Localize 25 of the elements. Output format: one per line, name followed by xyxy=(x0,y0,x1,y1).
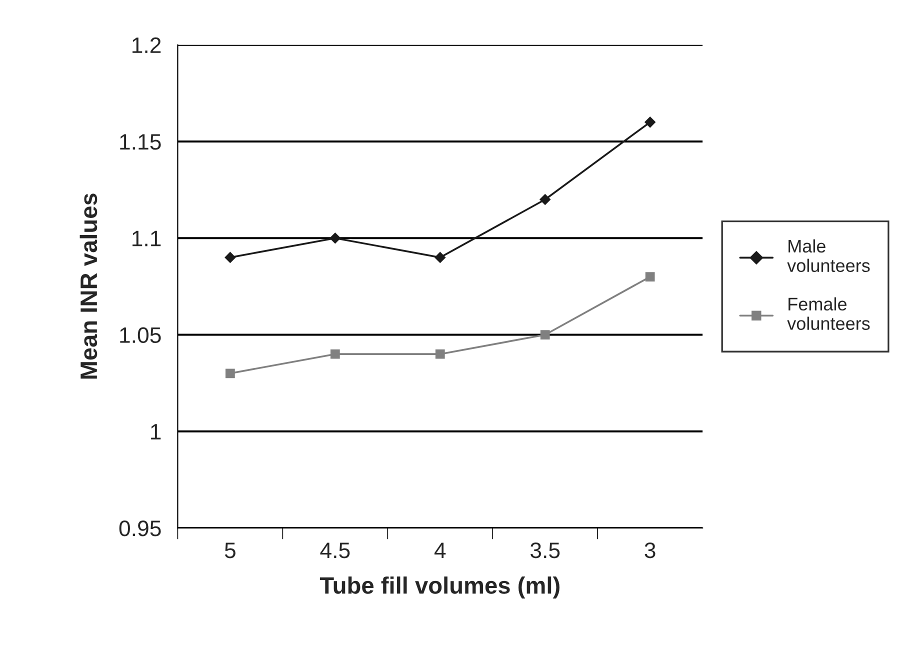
legend-label: Female volunteers xyxy=(787,297,870,330)
point xyxy=(645,272,655,282)
point xyxy=(224,252,236,263)
x-tick-label: 4 xyxy=(434,542,446,558)
x-tick-label: 3.5 xyxy=(530,542,560,558)
y-tick-label: 1 xyxy=(151,424,161,440)
point xyxy=(226,368,235,378)
y-tick-label: 1.2 xyxy=(132,37,161,53)
point xyxy=(434,252,446,263)
x-axis-title: Tube fill volumes (ml) xyxy=(320,576,560,599)
point xyxy=(540,194,551,205)
y-tick-label: 1.05 xyxy=(120,327,161,344)
point xyxy=(644,116,656,128)
y-axis-title: Mean INR values xyxy=(80,194,98,379)
x-tick-label: 3 xyxy=(644,542,656,558)
y-tick-label: 1.15 xyxy=(120,134,161,150)
point xyxy=(330,232,341,244)
point xyxy=(435,349,445,359)
x-tick-label: 5 xyxy=(224,542,236,558)
y-tick-label: 1.1 xyxy=(132,230,161,246)
point xyxy=(540,330,550,340)
point xyxy=(330,349,340,359)
x-tick-label: 4.5 xyxy=(320,542,350,558)
legend-label: Male volunteers xyxy=(787,239,870,272)
y-tick-label: 0.95 xyxy=(119,520,161,536)
